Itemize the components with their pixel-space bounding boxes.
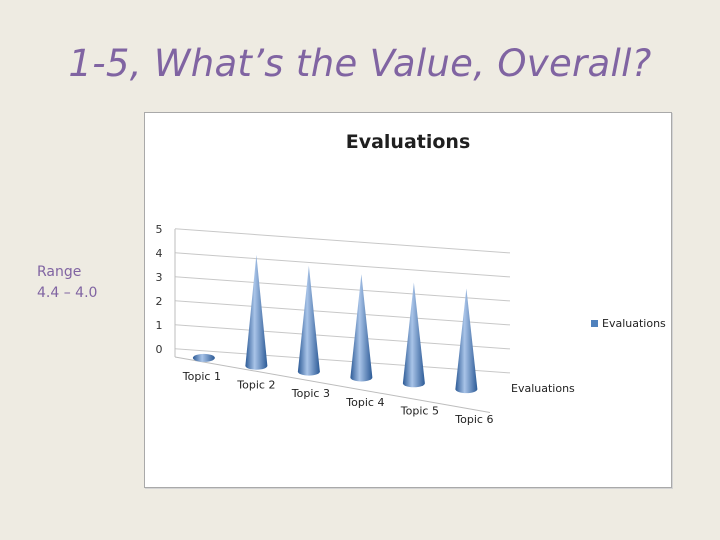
legend-label: Evaluations	[602, 317, 666, 330]
depth-axis-label: Evaluations	[511, 382, 575, 395]
gridline	[174, 300, 511, 326]
chart-plot: 0 1 2 3 4 5 Topic 1 Topic 2 Topic 3 Topic 4 Topic…	[156, 223, 576, 426]
x-tick-label: Topic 5	[400, 404, 439, 417]
gridline	[174, 324, 511, 350]
x-tick-label: Topic 3	[291, 387, 330, 400]
range-note-label: Range	[37, 264, 82, 280]
bar	[402, 282, 425, 388]
bar	[297, 265, 320, 376]
y-tick-label: 3	[156, 271, 163, 284]
legend: Evaluations	[591, 317, 666, 330]
gridline	[174, 348, 511, 374]
x-tick-label: Topic 2	[236, 379, 275, 392]
bar	[455, 288, 478, 394]
range-note-value: 4.4 – 4.0	[37, 285, 98, 301]
slide-title: 1-5, What’s the Value, Overall?	[68, 42, 652, 85]
gridline	[174, 252, 511, 278]
y-tick-label: 0	[156, 343, 163, 356]
chart-title: Evaluations	[345, 131, 471, 153]
legend-swatch	[591, 320, 598, 327]
gridline	[174, 276, 511, 302]
gridline	[174, 228, 511, 254]
y-tick-label: 1	[156, 319, 163, 332]
bar	[192, 353, 215, 362]
x-tick-label: Topic 4	[345, 396, 384, 409]
chart-frame: 0 1 2 3 4 5 Topic 1 Topic 2 Topic 3 Topic 4 Topic…	[144, 112, 672, 488]
x-tick-label: Topic 6	[454, 413, 493, 426]
y-tick-label: 5	[156, 223, 163, 236]
y-tick-label: 2	[156, 295, 163, 308]
bar	[350, 274, 373, 382]
range-note: Range 4.4 – 4.0	[37, 262, 97, 304]
y-tick-label: 4	[156, 247, 163, 260]
x-tick-label: Topic 1	[182, 370, 221, 383]
floor-front-edge	[174, 356, 491, 413]
bar	[245, 254, 268, 370]
